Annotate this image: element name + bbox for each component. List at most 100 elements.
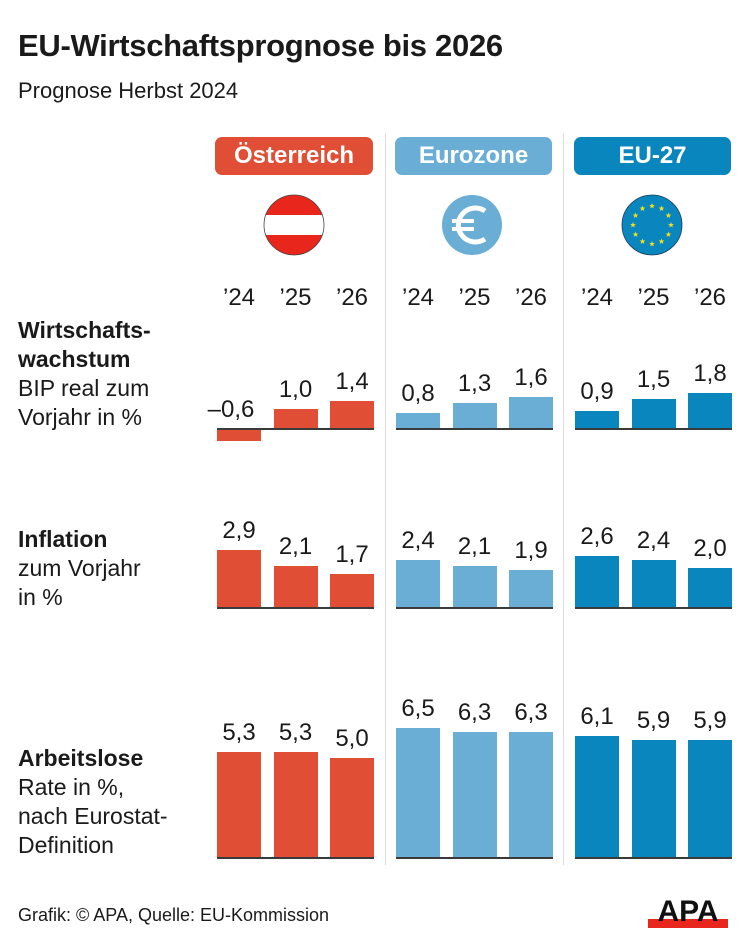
- value-label: 5,9: [636, 707, 671, 734]
- header-eu27: EU-27: [574, 137, 731, 175]
- baseline: [396, 607, 553, 609]
- eu-star-icon: [649, 203, 655, 209]
- eu-star-icon: [668, 222, 674, 228]
- value-label: 6,3: [514, 699, 548, 726]
- eu-star-icon: [665, 212, 672, 218]
- eu-star-icon: [665, 231, 672, 237]
- value-label: 2,4: [401, 527, 435, 554]
- bar-inflation-oesterreich-1: [273, 566, 318, 608]
- bar-wachstum-oesterreich-2: [330, 401, 374, 429]
- value-label: 1,7: [335, 541, 369, 568]
- apa-logo-text: APA: [657, 895, 718, 928]
- value-label: 5,0: [335, 725, 369, 752]
- year-label: ’25: [279, 284, 312, 311]
- bar-inflation-eu27-2: [688, 568, 732, 608]
- bar-wachstum-eurozone-0: [396, 413, 440, 429]
- bar-arbeitslose-oesterreich-1: [273, 752, 318, 858]
- source-credit: Grafik: © APA, Quelle: EU-Kommission: [18, 905, 330, 925]
- apa-logo: APA: [648, 895, 728, 928]
- year-label: ’25: [458, 284, 491, 311]
- year-label: ’26: [693, 284, 727, 311]
- bar-inflation-oesterreich-2: [330, 574, 374, 608]
- eu-star-icon: [658, 205, 665, 211]
- row-desc: Definition: [18, 832, 114, 858]
- bar-inflation-eu27-1: [631, 560, 676, 608]
- row-desc: Rate in %,: [18, 774, 125, 800]
- value-label: –0,6: [207, 396, 255, 423]
- bar-inflation-eurozone-2: [509, 570, 553, 608]
- header-oesterreich: Österreich: [215, 137, 373, 175]
- bar-arbeitslose-oesterreich-2: [330, 758, 374, 858]
- year-label: ’24: [222, 284, 256, 311]
- year-label: ’26: [335, 284, 369, 311]
- row-desc: Vorjahr in %: [18, 404, 143, 430]
- bar-arbeitslose-eurozone-1: [452, 732, 497, 858]
- value-label: 2,0: [693, 535, 727, 562]
- eu-flag-icon: [621, 194, 683, 256]
- value-label: 6,3: [457, 699, 492, 726]
- value-label: 6,5: [401, 695, 435, 722]
- value-label: 6,1: [580, 703, 614, 730]
- row-label-wachstum: Wirtschafts- wachstum BIP real zum Vorja…: [18, 316, 151, 432]
- row-title: wachstum: [18, 346, 131, 372]
- value-label: 5,9: [693, 707, 727, 734]
- value-label: 2,1: [278, 533, 313, 560]
- value-label: 1,3: [457, 370, 492, 397]
- baseline: [396, 428, 553, 430]
- baseline: [217, 428, 374, 430]
- bar-arbeitslose-eurozone-2: [509, 732, 553, 858]
- value-label: 1,5: [636, 366, 671, 393]
- bar-wachstum-eurozone-1: [452, 403, 497, 429]
- eu-star-icon: [632, 231, 639, 237]
- euro-icon: [442, 195, 502, 255]
- value-label: 2,4: [636, 527, 671, 554]
- bar-wachstum-oesterreich-1: [273, 409, 318, 429]
- column-divider: [563, 133, 564, 865]
- chart-title: EU-Wirtschaftsprognose bis 2026: [18, 28, 503, 63]
- value-label: 0,8: [401, 380, 435, 407]
- row-desc: nach Eurostat-: [18, 803, 168, 829]
- baseline: [575, 857, 732, 859]
- row-desc: zum Vorjahr: [18, 555, 141, 581]
- bar-inflation-eu27-0: [575, 556, 619, 608]
- value-label: 5,3: [222, 719, 256, 746]
- row-title: Inflation: [18, 526, 108, 552]
- value-label: 1,9: [514, 537, 548, 564]
- year-label: ’24: [580, 284, 614, 311]
- bar-inflation-oesterreich-0: [217, 550, 261, 608]
- eu-star-icon: [649, 241, 655, 247]
- value-label: 2,1: [457, 533, 492, 560]
- baseline: [575, 428, 732, 430]
- row-title: Arbeitslose: [18, 745, 144, 771]
- column-divider: [385, 133, 386, 865]
- eu-star-icon: [630, 222, 636, 228]
- bar-arbeitslose-eu27-0: [575, 736, 619, 858]
- eu-star-icon: [639, 238, 646, 244]
- bar-inflation-eurozone-0: [396, 560, 440, 608]
- bar-wachstum-eurozone-2: [509, 397, 553, 429]
- baseline: [396, 857, 553, 859]
- eu-star-icon: [632, 212, 639, 218]
- value-label: 0,9: [580, 378, 614, 405]
- eu-star-icon: [639, 205, 646, 211]
- year-label: ’25: [637, 284, 670, 311]
- chart-subtitle: Prognose Herbst 2024: [18, 78, 239, 103]
- bar-wachstum-eu27-2: [688, 393, 732, 429]
- value-label: 1,6: [514, 364, 548, 391]
- bar-arbeitslose-eurozone-0: [396, 728, 440, 858]
- eu-star-icon: [658, 238, 665, 244]
- header-eurozone: Eurozone: [395, 137, 552, 175]
- bar-wachstum-eu27-1: [631, 399, 676, 429]
- value-label: 1,4: [335, 368, 369, 395]
- bar-arbeitslose-oesterreich-0: [217, 752, 261, 858]
- row-desc: in %: [18, 584, 63, 610]
- row-title: Wirtschafts-: [18, 317, 151, 343]
- bar-inflation-eurozone-1: [452, 566, 497, 608]
- bar-arbeitslose-eu27-1: [631, 740, 676, 858]
- year-label: ’24: [401, 284, 435, 311]
- bar-arbeitslose-eu27-2: [688, 740, 732, 858]
- row-label-arbeitslose: Arbeitslose Rate in %, nach Eurostat- De…: [18, 744, 168, 860]
- value-label: 1,8: [693, 360, 727, 387]
- baseline: [575, 607, 732, 609]
- year-label: ’26: [514, 284, 548, 311]
